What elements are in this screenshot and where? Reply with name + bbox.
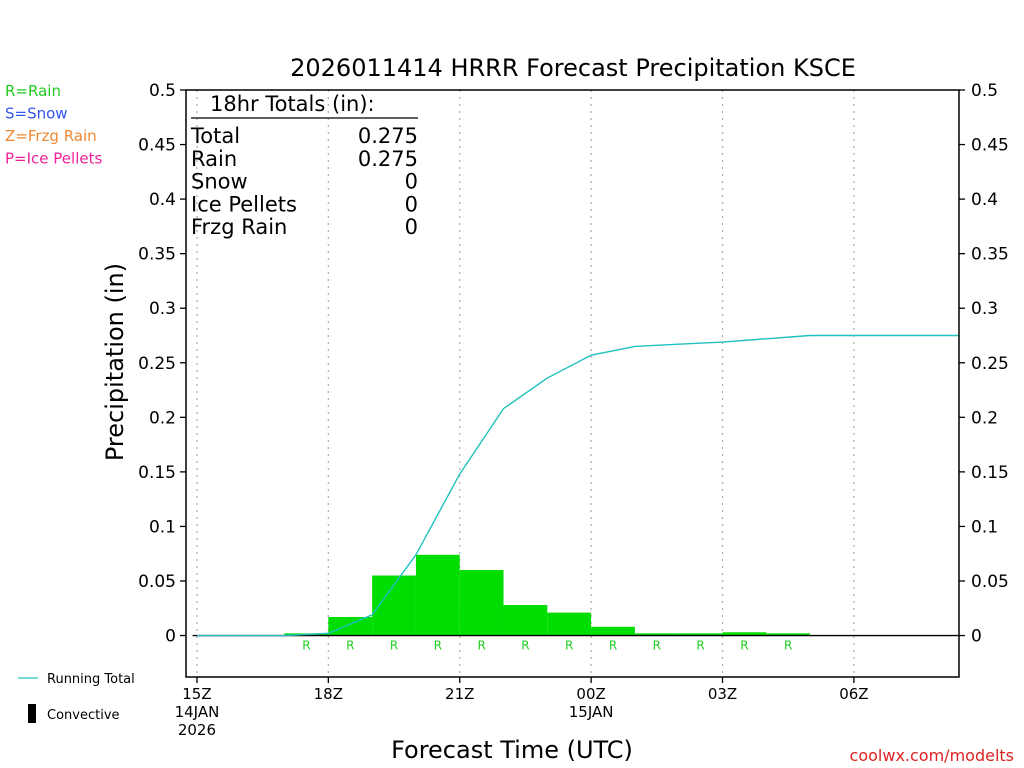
totals-row-value: 0 bbox=[405, 170, 418, 194]
precip-bar bbox=[328, 616, 373, 636]
y-tick-label-right: 0.35 bbox=[971, 245, 1009, 265]
y-tick-label-left: 0.05 bbox=[138, 572, 176, 592]
precip-bar bbox=[415, 554, 460, 636]
totals-row-label: Rain bbox=[191, 147, 237, 171]
precip-type-legend: R=Rain S=Snow Z=Frzg Rain P=Ice Pellets bbox=[5, 82, 102, 168]
x-tick-label: 15Z bbox=[182, 685, 211, 703]
precip-type-marker: R bbox=[609, 639, 617, 653]
gridlines bbox=[196, 90, 855, 677]
y-tick-label-left: 0.45 bbox=[138, 136, 176, 156]
x-tick-label: 21Z bbox=[445, 685, 474, 703]
x-tick-label: 2026 bbox=[178, 721, 216, 739]
y-tick-label-right: 0.4 bbox=[971, 190, 998, 210]
precip-bar bbox=[459, 570, 504, 636]
precip-type-legend-item: P=Ice Pellets bbox=[5, 150, 102, 168]
y-tick-label-left: 0.2 bbox=[149, 408, 176, 428]
x-tick-label: 14JAN bbox=[175, 703, 220, 721]
precip-type-marker: R bbox=[434, 639, 442, 653]
convective-legend-label: Convective bbox=[47, 708, 120, 723]
x-tick-label: 18Z bbox=[314, 685, 343, 703]
precip-type-marker: R bbox=[521, 639, 529, 653]
y-tick-label-right: 0.1 bbox=[971, 517, 998, 537]
totals-row-value: 0 bbox=[405, 215, 418, 239]
totals-box: 18hr Totals (in): Total 0.275 Rain 0.275 Snow… bbox=[190, 92, 418, 239]
y-tick-label-left: 0.5 bbox=[149, 81, 176, 101]
x-tick-label: 06Z bbox=[839, 685, 868, 703]
chart-title: 2026011414 HRRR Forecast Precipitation K… bbox=[290, 54, 856, 82]
totals-row-label: Total bbox=[190, 124, 240, 148]
running-total-line bbox=[196, 334, 959, 637]
totals-row-label: Frzg Rain bbox=[191, 215, 287, 239]
totals-row-label: Ice Pellets bbox=[191, 192, 297, 216]
running-total-legend-label: Running Total bbox=[47, 672, 135, 687]
precip-type-marker: R bbox=[653, 639, 661, 653]
precip-type-legend-item: R=Rain bbox=[5, 82, 61, 100]
precip-bar bbox=[722, 632, 767, 636]
x-tick-label: 00Z bbox=[576, 685, 605, 703]
y-tick-label-right: 0.05 bbox=[971, 572, 1009, 592]
precip-type-marker: R bbox=[390, 639, 398, 653]
precip-bar bbox=[591, 626, 635, 636]
precip-bars bbox=[284, 554, 811, 636]
plot-frame bbox=[185, 89, 960, 678]
y-tick-label-right: 0.45 bbox=[971, 136, 1009, 156]
x-axis-label: Forecast Time (UTC) bbox=[391, 736, 633, 764]
y-axis-right: 0.5 0.45 0.4 0.35 0.3 0.25 0.2 0.15 0.1 0.05 0 bbox=[959, 81, 1009, 647]
precip-type-marker: R bbox=[784, 639, 792, 653]
precip-type-marker: R bbox=[302, 639, 310, 653]
y-axis-label: Precipitation (in) bbox=[101, 263, 129, 461]
y-tick-label-left: 0.25 bbox=[138, 354, 176, 374]
precip-bar bbox=[547, 612, 592, 636]
running-total-series bbox=[196, 334, 959, 637]
precip-bar bbox=[766, 633, 811, 636]
y-tick-label-right: 0.3 bbox=[971, 299, 998, 319]
convective-legend-swatch bbox=[28, 704, 36, 723]
y-tick-label-left: 0.4 bbox=[149, 190, 176, 210]
line-legend: Running Total Convective bbox=[18, 672, 135, 723]
y-tick-label-right: 0 bbox=[971, 627, 982, 647]
y-tick-label-left: 0.1 bbox=[149, 517, 176, 537]
precip-bar bbox=[634, 633, 679, 636]
y-tick-label-left: 0.35 bbox=[138, 245, 176, 265]
y-tick-label-right: 0.15 bbox=[971, 463, 1009, 483]
precip-type-marker: R bbox=[346, 639, 354, 653]
y-tick-label-right: 0.2 bbox=[971, 408, 998, 428]
y-tick-label-left: 0.15 bbox=[138, 463, 176, 483]
y-axis-left: 0.5 0.45 0.4 0.35 0.3 0.25 0.2 0.15 0.1 0.05 0 bbox=[138, 81, 186, 647]
precip-type-legend-item: Z=Frzg Rain bbox=[5, 127, 97, 145]
precip-bar bbox=[678, 633, 723, 636]
precip-type-marker: R bbox=[696, 639, 704, 653]
y-tick-label-right: 0.25 bbox=[971, 354, 1009, 374]
totals-row-label: Snow bbox=[191, 170, 248, 194]
totals-row-value: 0.275 bbox=[358, 147, 418, 171]
site-credit: coolwx.com/modelts bbox=[850, 746, 1014, 765]
y-tick-label-left: 0.3 bbox=[149, 299, 176, 319]
y-tick-label-right: 0.5 bbox=[971, 81, 998, 101]
precip-type-marker: R bbox=[740, 639, 748, 653]
y-tick-label-left: 0 bbox=[165, 627, 176, 647]
totals-heading: 18hr Totals (in): bbox=[210, 92, 375, 116]
precip-type-marker: R bbox=[565, 639, 573, 653]
totals-row-value: 0.275 bbox=[358, 124, 418, 148]
x-tick-label: 15JAN bbox=[569, 703, 614, 721]
precip-type-legend-item: S=Snow bbox=[5, 105, 68, 123]
x-tick-label: 03Z bbox=[708, 685, 737, 703]
totals-row-value: 0 bbox=[405, 192, 418, 216]
precip-bar bbox=[503, 604, 548, 636]
precip-type-marker: R bbox=[477, 639, 485, 653]
